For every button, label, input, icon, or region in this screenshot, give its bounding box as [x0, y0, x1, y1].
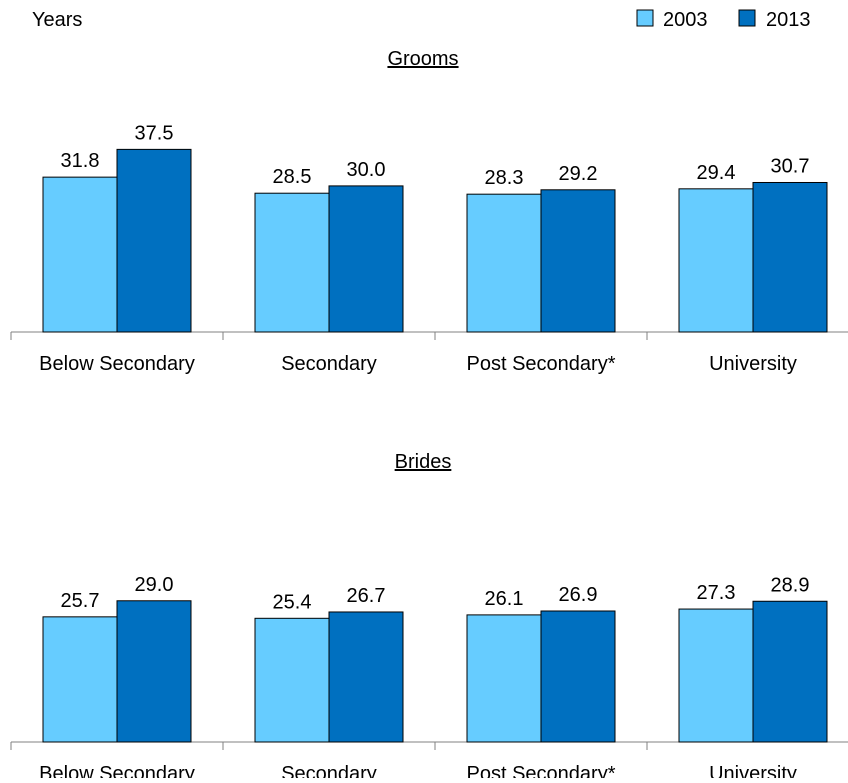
grooms-bar-2003-0: [42, 176, 118, 333]
brides-bar-2013-1: [328, 611, 404, 743]
grooms-category-label-3: University: [709, 353, 797, 375]
legend-swatch-2003: [636, 9, 654, 27]
grooms-bar-2013-0: [116, 148, 192, 333]
grooms-panel-title: Grooms: [387, 48, 458, 70]
grooms-data-label-2003-2: 28.3: [485, 167, 524, 189]
brides-data-label-2013-2: 26.9: [559, 584, 598, 606]
brides-bar-2003-2: [466, 614, 542, 743]
brides-bar-2013-0: [116, 600, 192, 743]
grooms-category-label-1: Secondary: [281, 353, 377, 375]
brides-category-label-3: University: [709, 763, 797, 778]
brides-category-label-1: Secondary: [281, 763, 377, 778]
legend-label-2003: 2003: [663, 9, 708, 31]
grooms-bar-2003-3: [678, 188, 754, 333]
brides-bar-2003-1: [254, 617, 330, 743]
legend-swatch-2013: [738, 9, 756, 27]
grooms-data-label-2003-0: 31.8: [61, 150, 100, 172]
brides-data-label-2003-2: 26.1: [485, 588, 524, 610]
brides-data-label-2003-3: 27.3: [697, 582, 736, 604]
brides-bar-2013-2: [540, 610, 616, 743]
y-axis-unit-label: Years: [32, 9, 82, 31]
brides-panel-title: Brides: [395, 451, 452, 473]
grooms-data-label-2003-1: 28.5: [273, 166, 312, 188]
brides-data-label-2003-1: 25.4: [273, 591, 312, 613]
grooms-bar-2013-1: [328, 185, 404, 333]
grooms-data-label-2013-0: 37.5: [135, 122, 174, 144]
grooms-bar-2013-3: [752, 181, 828, 333]
brides-data-label-2013-0: 29.0: [135, 574, 174, 596]
brides-bar-2003-0: [42, 616, 118, 743]
grooms-category-label-2: Post Secondary*: [467, 353, 616, 375]
grooms-bar-2013-2: [540, 189, 616, 333]
brides-data-label-2003-0: 25.7: [61, 590, 100, 612]
brides-category-label-2: Post Secondary*: [467, 763, 616, 778]
grooms-data-label-2013-2: 29.2: [559, 163, 598, 185]
grooms-bar-2003-2: [466, 193, 542, 333]
grooms-data-label-2013-3: 30.7: [771, 155, 810, 177]
brides-data-label-2013-3: 28.9: [771, 574, 810, 596]
grooms-bar-2003-1: [254, 192, 330, 333]
grooms-data-label-2003-3: 29.4: [697, 162, 736, 184]
brides-category-label-0: Below Secondary: [39, 763, 195, 778]
grooms-category-label-0: Below Secondary: [39, 353, 195, 375]
legend: 2003 2013: [636, 9, 811, 31]
grooms-data-label-2013-1: 30.0: [347, 159, 386, 181]
brides-bar-2003-3: [678, 608, 754, 743]
legend-label-2013: 2013: [766, 9, 811, 31]
brides-panel: Brides 25.7 29.0 Below Secondary 25.4 26.7 Se…: [10, 451, 848, 783]
brides-data-label-2013-1: 26.7: [347, 585, 386, 607]
brides-bar-2013-3: [752, 600, 828, 743]
grooms-panel: Grooms 31.8 37.5 Below Secondary 28.5 30.0 Se…: [10, 48, 848, 375]
